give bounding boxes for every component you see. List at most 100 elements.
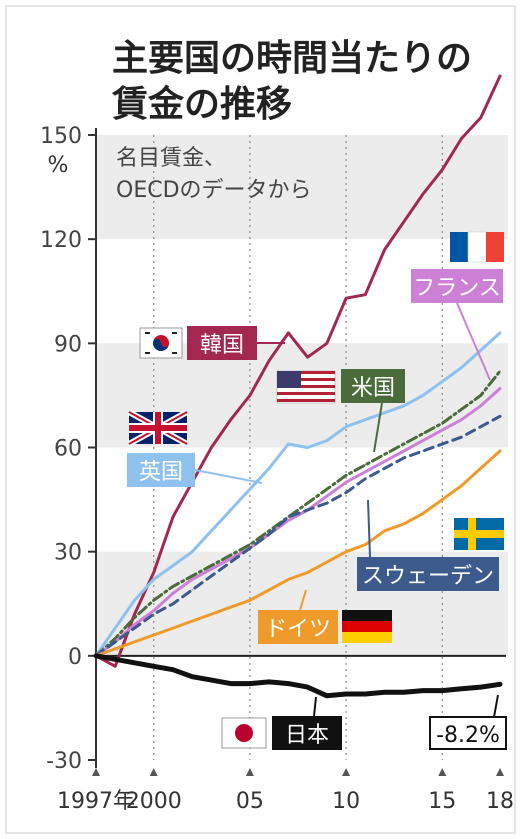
- x-tick-label: 05: [236, 789, 264, 814]
- series-4-point: [230, 561, 232, 563]
- series-4-point: [153, 613, 155, 615]
- usa-label-text: 米国: [351, 376, 395, 401]
- series-4-point: [480, 426, 482, 428]
- series-4-point: [460, 436, 463, 438]
- france-flag-icon: [450, 232, 468, 262]
- series-1-point: [210, 530, 213, 532]
- series-2-point: [210, 564, 213, 567]
- series-2-point: [345, 474, 347, 476]
- series-0-point: [172, 516, 174, 518]
- x-tick-mark: [438, 768, 447, 776]
- y-tick-label: 150: [40, 124, 82, 149]
- series-0-point: [287, 332, 289, 334]
- series-5-point: [172, 627, 174, 629]
- series-0-point: [460, 137, 463, 140]
- series-0-point: [230, 419, 232, 421]
- x-tick-mark: [342, 768, 351, 776]
- series-2-point: [499, 370, 501, 372]
- series-5-point: [210, 613, 213, 615]
- france-label-text: フランス: [413, 276, 501, 301]
- series-line-6: [93, 653, 503, 699]
- series-2-point: [422, 433, 424, 435]
- x-tick-label: 15: [428, 789, 456, 814]
- x-tick-label: 18: [486, 789, 514, 814]
- series-1-point: [422, 394, 424, 397]
- france-label-box: [411, 269, 503, 303]
- series-0-point: [480, 117, 482, 119]
- uk-label-text: 英国: [139, 460, 183, 485]
- series-2-point: [383, 453, 386, 456]
- japan-value-label: -8.2%: [436, 723, 500, 748]
- usa-label: 米国: [276, 369, 405, 453]
- series-0-point: [345, 297, 347, 299]
- x-tick-mark: [92, 768, 100, 776]
- series-1-point: [364, 419, 366, 421]
- series-5-point: [499, 450, 501, 452]
- series-4-point: [422, 450, 424, 452]
- usa-leader-line: [373, 402, 383, 453]
- series-5-point: [287, 578, 289, 581]
- series-5-point: [364, 544, 366, 546]
- chart-frame: [5, 5, 516, 834]
- series-2-point: [249, 544, 251, 546]
- y-tick-label: 30: [54, 541, 82, 566]
- y-tick-label: -30: [46, 749, 82, 774]
- series-6-point: [268, 681, 270, 683]
- series-line-1: [94, 331, 502, 658]
- sweden-label-text: スウェーデン: [362, 564, 494, 589]
- chart-subtitle-line-2: OECDのデータから: [116, 178, 312, 203]
- series-3-point: [153, 610, 155, 612]
- series-5-point: [307, 571, 309, 574]
- series-2-point: [326, 488, 328, 490]
- series-2-point: [268, 530, 270, 532]
- series-0-point: [326, 342, 328, 344]
- series-4-point: [364, 478, 366, 480]
- y-tick-label: 0: [68, 645, 82, 670]
- usa-label-box: [341, 369, 405, 403]
- series-1-point: [153, 578, 155, 581]
- series-4-point: [191, 589, 193, 591]
- series-1-point: [499, 332, 501, 334]
- band-0: [96, 135, 508, 240]
- series-6-point: [499, 683, 501, 685]
- series-2-point: [230, 554, 232, 556]
- series-6-point: [383, 691, 386, 693]
- series-4-point: [345, 492, 347, 494]
- korea-label-box: [187, 326, 257, 360]
- series-1-point: [441, 380, 443, 383]
- series-3-point: [499, 387, 501, 390]
- x-tick-label: 10: [332, 789, 360, 814]
- chart-title-line-2: 賃金の推移: [111, 83, 292, 125]
- y-axis-ticks: 150 120 90 60 30 0 -30: [40, 124, 96, 774]
- series-1-point: [191, 551, 193, 553]
- series-6-point: [249, 683, 251, 685]
- series-5-point: [153, 634, 155, 636]
- series-3-point: [133, 623, 136, 626]
- series-2-point: [191, 575, 193, 577]
- series-6-point: [422, 689, 424, 692]
- series-0-point: [249, 394, 251, 397]
- series-0-point: [499, 75, 501, 77]
- series-5-point: [249, 599, 251, 601]
- series-2-point: [460, 408, 463, 410]
- series-5-point: [345, 551, 347, 553]
- series-0-point: [422, 193, 424, 195]
- y-tick-label: 120: [40, 228, 82, 253]
- series-4-point: [307, 509, 309, 511]
- series-4-point: [133, 627, 136, 629]
- series-lines: [93, 74, 503, 699]
- series-3-point: [210, 568, 213, 570]
- series-6-point: [403, 691, 405, 693]
- france-leader-line: [456, 302, 491, 381]
- series-1-point: [460, 367, 463, 369]
- series-4-point: [326, 502, 328, 504]
- series-6-point: [114, 658, 116, 660]
- series-2-point: [307, 502, 309, 504]
- vertical-gridlines: [153, 135, 443, 760]
- series-3-point: [326, 495, 328, 497]
- uk-label: 英国: [127, 409, 263, 487]
- series-6-point: [210, 679, 213, 681]
- uk-label-box: [127, 453, 195, 487]
- series-6-point: [230, 683, 232, 685]
